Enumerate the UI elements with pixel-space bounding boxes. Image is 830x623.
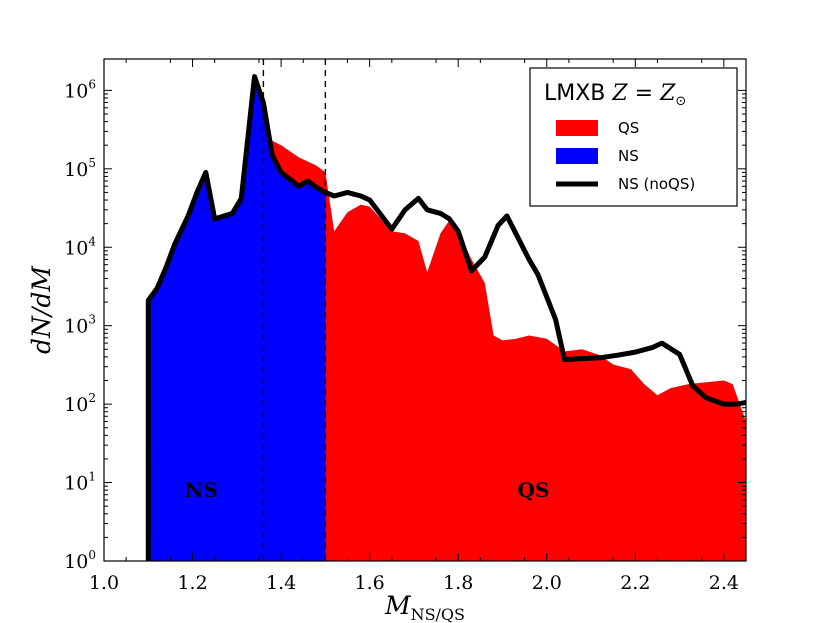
y-tick-label-5: 105 — [64, 156, 96, 181]
x-tick-label-6: 2.2 — [620, 572, 650, 594]
y-tick-label-3: 103 — [64, 313, 96, 338]
y-tick-label-1: 101 — [64, 470, 96, 495]
y-tick-label-0: 100 — [64, 548, 96, 573]
series-ns-noqs-line — [145, 74, 746, 561]
x-tick-label-2: 1.4 — [266, 572, 296, 594]
region-label-ns: NS — [185, 478, 218, 502]
legend-swatch-0 — [556, 120, 598, 136]
plot-frame — [103, 58, 747, 562]
y-tick-label-4: 104 — [64, 234, 96, 259]
series-qs-area — [254, 78, 746, 561]
legend-label-1: NS — [618, 147, 639, 165]
legend-swatch-1 — [556, 148, 598, 164]
series-ns-area — [148, 76, 326, 561]
x-tick-label-7: 2.4 — [709, 572, 739, 594]
x-tick-label-5: 2.0 — [532, 572, 562, 594]
y-tick-label-6: 106 — [64, 77, 96, 102]
x-tick-label-3: 1.6 — [355, 572, 385, 594]
region-label-qs: QS — [518, 478, 550, 502]
legend-label-2: NS (noQS) — [618, 175, 695, 193]
x-tick-label-0: 1.0 — [89, 572, 119, 594]
legend-label-0: QS — [618, 119, 639, 137]
x-tick-label-4: 1.8 — [443, 572, 473, 594]
y-axis-title: dN/dM — [27, 265, 56, 354]
y-tick-label-2: 102 — [64, 391, 96, 416]
x-tick-label-1: 1.2 — [177, 572, 207, 594]
x-axis-title: MNS/QS — [384, 591, 465, 623]
legend-title: LMXB Z = Z⊙ — [544, 81, 686, 109]
